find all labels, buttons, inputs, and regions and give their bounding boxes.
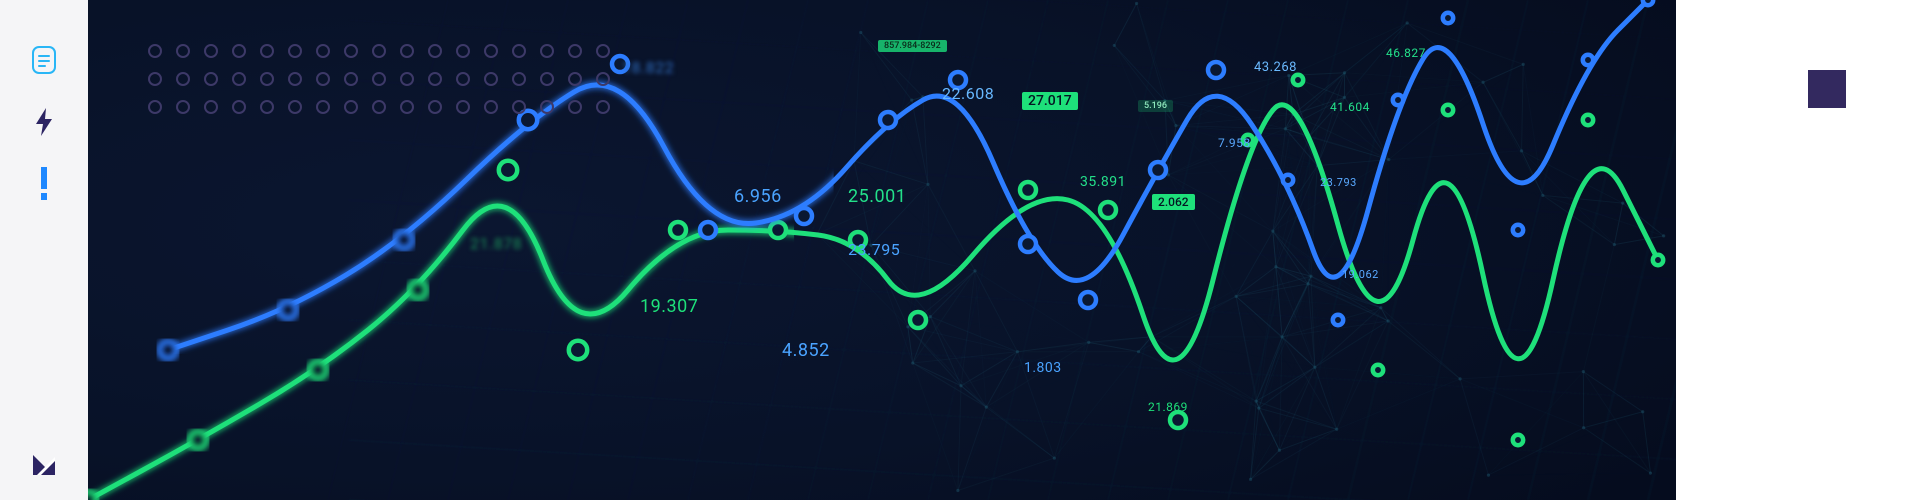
logo-icon[interactable] xyxy=(30,450,58,478)
dot-grid-circle xyxy=(148,44,162,58)
dot-grid-circle xyxy=(344,44,358,58)
dot-grid-circle xyxy=(540,72,554,86)
hero-chart-panel: 6.95625.0014.85223.79519.30722.60835.891… xyxy=(88,0,1920,500)
dot-grid-circle xyxy=(400,72,414,86)
dot-grid-circle xyxy=(232,100,246,114)
dot-grid-circle xyxy=(372,44,386,58)
dot-grid-circle xyxy=(512,100,526,114)
corner-squares xyxy=(1810,40,1880,120)
dot-grid-circle xyxy=(316,44,330,58)
dot-grid-circle xyxy=(512,44,526,58)
dot-grid-circle xyxy=(400,100,414,114)
dot-grid-circle xyxy=(232,72,246,86)
dot-grid-circle xyxy=(316,100,330,114)
dot-grid-circle xyxy=(456,44,470,58)
dot-grid-circle xyxy=(176,72,190,86)
dot-grid-circle xyxy=(260,100,274,114)
sidebar xyxy=(0,0,88,500)
dot-grid-circle xyxy=(484,100,498,114)
dot-grid-circle xyxy=(568,100,582,114)
corner-square-dark xyxy=(1808,70,1846,108)
dot-grid-circle xyxy=(540,44,554,58)
dot-grid-circle xyxy=(484,72,498,86)
dot-grid-circle xyxy=(204,72,218,86)
dot-grid-circle xyxy=(344,72,358,86)
dot-grid-circle xyxy=(176,44,190,58)
dot-grid-circle xyxy=(232,44,246,58)
dot-grid-circle xyxy=(260,72,274,86)
dot-grid-circle xyxy=(428,72,442,86)
dot-grid-circle xyxy=(428,44,442,58)
dot-grid-circle xyxy=(484,44,498,58)
dot-grid-circle xyxy=(596,100,610,114)
dot-grid-circle xyxy=(456,100,470,114)
dot-grid-circle xyxy=(596,44,610,58)
dot-grid-circle xyxy=(288,44,302,58)
dot-grid-circle xyxy=(204,44,218,58)
dot-grid-circle xyxy=(288,100,302,114)
dot-grid-circle xyxy=(512,72,526,86)
bolt-icon[interactable] xyxy=(30,108,58,136)
dot-grid-circle xyxy=(316,72,330,86)
dot-grid-circle xyxy=(568,72,582,86)
exclamation-icon[interactable] xyxy=(30,170,58,198)
dot-grid-circle xyxy=(148,100,162,114)
dot-grid-circle xyxy=(204,100,218,114)
dot-grid-circle xyxy=(540,100,554,114)
dot-grid-circle xyxy=(148,72,162,86)
dot-grid-circle xyxy=(568,44,582,58)
dot-grid-circle xyxy=(176,100,190,114)
dot-grid-circle xyxy=(288,72,302,86)
dot-grid-circle xyxy=(400,44,414,58)
dot-grid-circle xyxy=(456,72,470,86)
doc-icon[interactable] xyxy=(30,46,58,74)
dot-grid-circle xyxy=(372,100,386,114)
dot-grid-circle xyxy=(260,44,274,58)
dot-grid-circle xyxy=(428,100,442,114)
dot-grid-circle xyxy=(344,100,358,114)
dot-grid-circle xyxy=(372,72,386,86)
dot-grid-circle xyxy=(596,72,610,86)
